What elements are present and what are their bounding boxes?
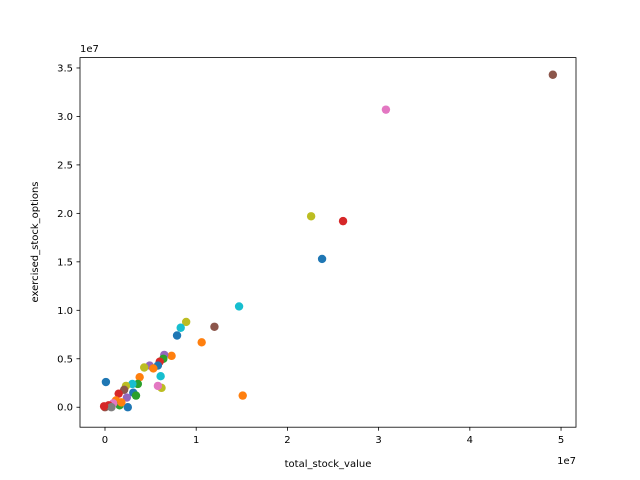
point xyxy=(135,372,144,382)
point xyxy=(99,402,109,411)
y-axis-label: exercised_stock_options xyxy=(30,182,41,303)
point xyxy=(176,323,185,332)
x-tick-label: 0 xyxy=(102,435,108,446)
x-tick-label: 3 xyxy=(375,435,381,446)
point xyxy=(156,372,165,381)
x-tick-label: 5 xyxy=(558,435,564,446)
point xyxy=(381,105,391,114)
y-tick-label: 2.5 xyxy=(57,160,73,171)
point xyxy=(128,379,137,389)
point xyxy=(131,391,141,400)
y-tick-label: 3.5 xyxy=(57,63,73,74)
point xyxy=(140,363,149,372)
point xyxy=(107,403,116,412)
point xyxy=(306,212,316,221)
y-tick-label: 0.5 xyxy=(57,354,73,365)
plot-frame xyxy=(79,57,577,428)
point xyxy=(117,398,126,407)
point xyxy=(167,351,176,361)
point xyxy=(172,331,182,340)
y-offset-label: 1e7 xyxy=(80,44,99,55)
point xyxy=(122,393,132,402)
point xyxy=(149,364,158,373)
point xyxy=(181,317,191,327)
point xyxy=(548,70,558,79)
point xyxy=(338,216,348,226)
x-offset-label: 1e7 xyxy=(557,456,576,467)
y-tick-label: 1.0 xyxy=(57,306,73,317)
point xyxy=(238,391,247,400)
x-axis-label: total_stock_value xyxy=(285,459,372,470)
point xyxy=(101,377,111,387)
point xyxy=(114,389,123,398)
y-tick-label: 0.0 xyxy=(57,403,73,414)
point xyxy=(210,322,219,331)
point xyxy=(317,254,327,264)
x-tick-label: 2 xyxy=(284,435,290,446)
point xyxy=(153,381,163,391)
x-tick-label: 1 xyxy=(193,435,199,446)
point xyxy=(234,302,244,311)
y-tick-label: 2.0 xyxy=(57,209,73,220)
y-tick-label: 3.0 xyxy=(57,112,73,123)
point xyxy=(197,338,206,347)
y-tick-label: 1.5 xyxy=(57,257,73,268)
point xyxy=(123,403,132,412)
x-tick-label: 4 xyxy=(467,435,473,446)
